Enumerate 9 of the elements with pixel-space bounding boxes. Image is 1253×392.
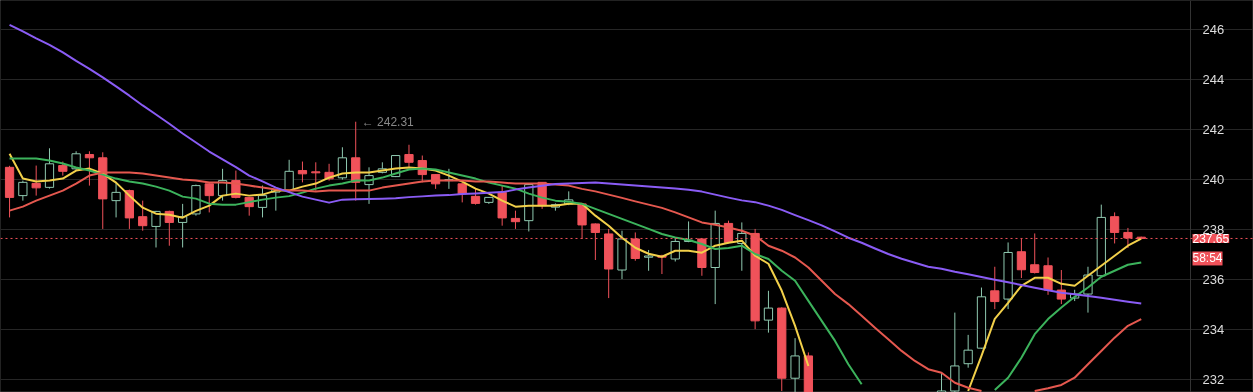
y-tick-label: 246 xyxy=(1202,21,1225,37)
text: 58:54 xyxy=(1192,251,1223,266)
y-tick-label: 236 xyxy=(1202,272,1225,288)
y-tick-label: 242 xyxy=(1202,122,1225,137)
y-tick-label: 234 xyxy=(1202,322,1225,338)
annotation: ← 242.31 xyxy=(361,114,415,129)
y-tick-label: 240 xyxy=(1202,172,1225,188)
y-tick-label: 244 xyxy=(1202,71,1225,87)
y-tick-label: 232 xyxy=(1202,372,1225,388)
